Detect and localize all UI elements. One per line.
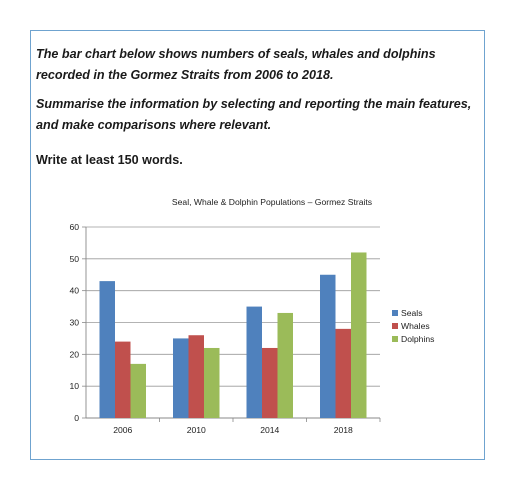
bar-dolphins-2010: [204, 347, 220, 418]
task-requirement: Summarise the information by selecting a…: [36, 97, 472, 132]
bar-seals-2006: [99, 281, 115, 418]
x-tick-label: 2010: [187, 425, 206, 435]
legend-label-seals: Seals: [401, 308, 423, 318]
word-count-requirement: Write at least 150 words.: [36, 153, 183, 167]
y-tick-label: 60: [69, 222, 79, 232]
task-instruction: The bar chart below shows numbers of sea…: [36, 47, 436, 82]
bar-whales-2014: [262, 347, 278, 418]
bar-whales-2006: [115, 341, 131, 418]
bar-whales-2018: [335, 328, 351, 418]
bar-seals-2014: [246, 306, 262, 418]
y-tick-label: 10: [69, 381, 79, 391]
bar-dolphins-2006: [130, 363, 146, 418]
bar-dolphins-2018: [351, 252, 367, 418]
y-tick-label: 40: [69, 286, 79, 296]
y-tick-label: 20: [69, 349, 79, 359]
legend-label-whales: Whales: [401, 321, 430, 331]
x-tick-label: 2014: [260, 425, 279, 435]
legend-label-dolphins: Dolphins: [401, 334, 434, 344]
y-tick-label: 50: [69, 254, 79, 264]
legend-swatch-seals: [392, 310, 398, 316]
y-tick-label: 30: [69, 318, 79, 328]
x-tick-label: 2018: [334, 425, 353, 435]
bar-dolphins-2014: [277, 312, 293, 418]
task-frame: [30, 30, 485, 460]
legend-swatch-whales: [392, 323, 398, 329]
bar-seals-2018: [320, 274, 336, 418]
legend-swatch-dolphins: [392, 336, 398, 342]
bar-whales-2010: [188, 335, 204, 418]
chart-title: Seal, Whale & Dolphin Populations – Gorm…: [172, 197, 372, 207]
x-tick-label: 2006: [113, 425, 132, 435]
y-tick-label: 0: [74, 413, 79, 423]
bar-seals-2010: [173, 338, 189, 418]
